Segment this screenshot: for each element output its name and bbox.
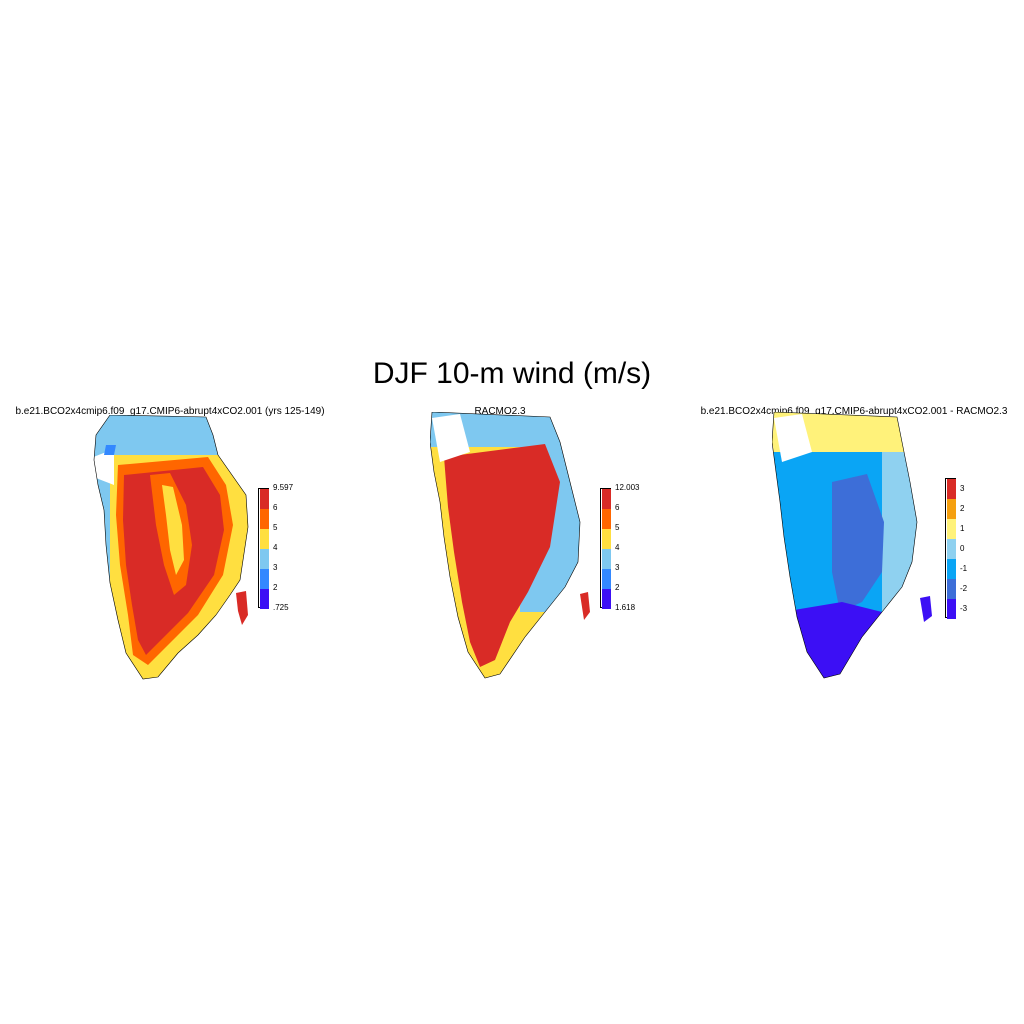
colorbar-label: 2: [273, 583, 278, 592]
colorbar-segment: [260, 509, 269, 529]
colorbar-segment: [602, 529, 611, 549]
colorbar-frame: [945, 478, 956, 619]
colorbar-frame: [258, 488, 269, 609]
colorbar-label: 5: [273, 523, 278, 532]
colorbar-label: 2: [960, 504, 965, 513]
panel-2-title: RACMO2.3: [474, 406, 526, 417]
colorbar-label: 12.003: [615, 483, 640, 492]
colorbar-segment: [602, 549, 611, 569]
colorbar-label: 6: [615, 503, 620, 512]
colorbar-segment: [947, 579, 956, 599]
colorbar-label: -3: [960, 604, 968, 613]
colorbar-segment: [602, 509, 611, 529]
colorbar-label: 1.618: [615, 603, 636, 612]
colorbar-label: 2: [615, 583, 620, 592]
colorbar-segment: [947, 499, 956, 519]
colorbar-segment: [260, 549, 269, 569]
colorbar-segment: [602, 569, 611, 589]
panel-3-title: b.e21.BCO2x4cmip6.f09_g17.CMIP6-abrupt4x…: [700, 406, 1008, 417]
panel-2-map: [430, 412, 590, 679]
colorbar-segment: [602, 489, 611, 509]
panel-1-title: b.e21.BCO2x4cmip6.f09_g17.CMIP6-abrupt4x…: [15, 406, 325, 417]
colorbar-segment: [260, 489, 269, 509]
colorbar-segment: [947, 519, 956, 539]
colorbar-label: 3: [960, 484, 965, 493]
colorbar-label: 3: [615, 563, 620, 572]
colorbar-label: 3: [273, 563, 278, 572]
colorbar-label: 4: [273, 543, 278, 552]
colorbar-segment: [947, 559, 956, 579]
colorbar-label: 6: [273, 503, 278, 512]
colorbar-segment: [260, 589, 269, 609]
colorbar-segment: [260, 529, 269, 549]
colorbar-label: 4: [615, 543, 620, 552]
panel-1-map: [93, 415, 249, 680]
figure-title: DJF 10-m wind (m/s): [372, 357, 652, 390]
panel-3-map: [772, 412, 932, 679]
colorbar-label: 0: [960, 544, 965, 553]
colorbar-segment: [947, 599, 956, 619]
colorbar-label: -1: [960, 564, 968, 573]
colorbar-label: 5: [615, 523, 620, 532]
colorbar-label: 1: [960, 524, 965, 533]
colorbar-frame: [600, 488, 611, 609]
colorbar-label: 9.597: [273, 483, 294, 492]
colorbar-label: .725: [273, 603, 289, 612]
colorbar-segment: [947, 479, 956, 499]
colorbar-segment: [260, 569, 269, 589]
colorbar-label: -2: [960, 584, 968, 593]
colorbar-segment: [947, 539, 956, 559]
colorbar-segment: [602, 589, 611, 609]
